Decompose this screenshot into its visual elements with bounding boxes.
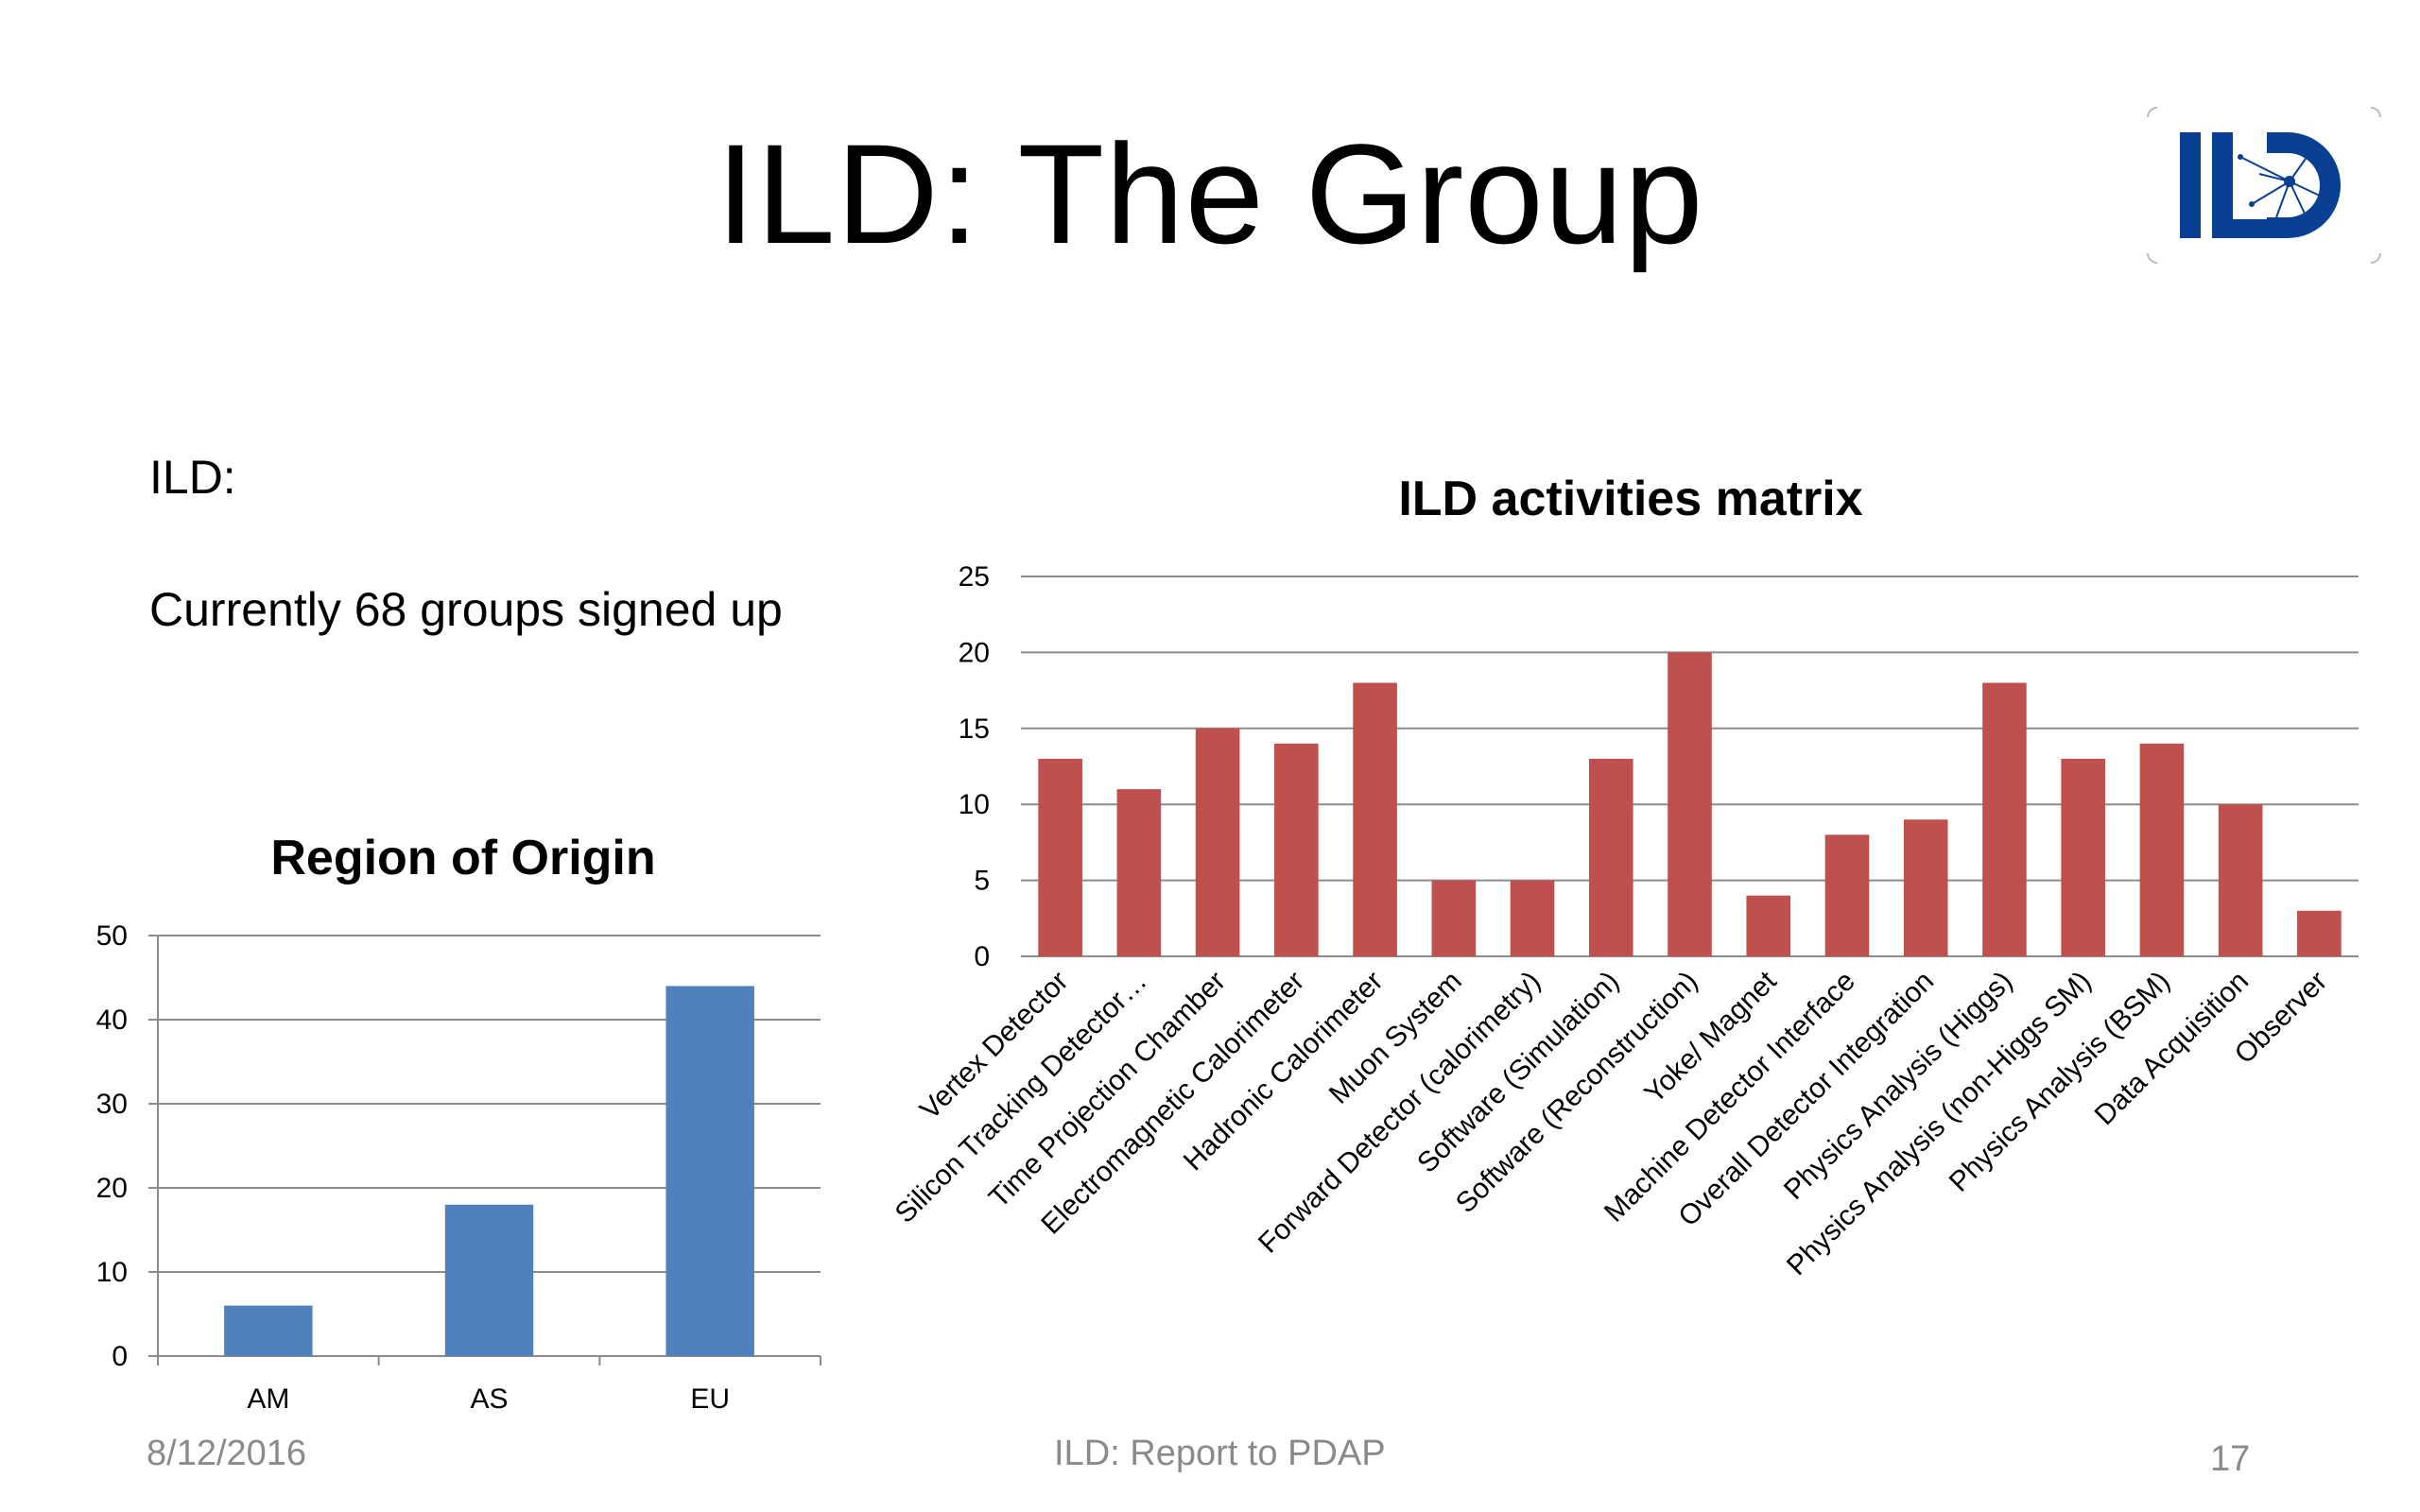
slide-title: ILD: The Group xyxy=(716,114,1704,273)
x-category-label: AM xyxy=(247,1383,289,1415)
y-tick-label: 20 xyxy=(959,637,990,668)
bar xyxy=(444,1204,534,1356)
chart-title: ILD activities matrix xyxy=(1398,472,1862,526)
chart-title: Region of Origin xyxy=(270,831,655,885)
footer-page-number: 17 xyxy=(2210,1439,2251,1479)
bullet-heading: ILD: xyxy=(149,451,236,504)
y-tick-label: 10 xyxy=(96,1257,128,1288)
bar xyxy=(1746,895,1791,956)
x-category-label: EU xyxy=(690,1383,730,1415)
y-tick-label: 0 xyxy=(112,1341,128,1372)
y-tick-label: 40 xyxy=(96,1005,128,1036)
bar xyxy=(1195,728,1240,956)
bar xyxy=(1038,758,1082,956)
footer-date: 8/12/2016 xyxy=(147,1434,307,1473)
bar xyxy=(1431,880,1477,956)
bar xyxy=(1116,789,1162,956)
y-tick-label: 0 xyxy=(974,941,990,972)
y-tick-label: 15 xyxy=(959,713,990,745)
y-tick-label: 25 xyxy=(959,561,990,593)
y-tick-label: 30 xyxy=(96,1089,128,1120)
bar xyxy=(1588,758,1634,956)
bullet-text: Currently 68 groups signed up xyxy=(149,583,783,636)
y-tick-label: 50 xyxy=(96,920,128,952)
x-category-label: Forward Detector (calorimetry) xyxy=(1253,966,1547,1260)
y-tick-label: 20 xyxy=(96,1173,128,1204)
bar xyxy=(1510,880,1555,956)
bar xyxy=(2297,910,2342,956)
bar xyxy=(1982,682,2027,956)
bar xyxy=(1668,652,1712,956)
bar xyxy=(1274,743,1319,956)
bar xyxy=(2218,804,2263,956)
bar xyxy=(1353,682,1397,956)
bar xyxy=(1824,834,1870,956)
bar xyxy=(1903,819,1948,956)
bar xyxy=(2139,743,2185,956)
footer-center: ILD: Report to PDAP xyxy=(1054,1434,1386,1473)
y-tick-label: 5 xyxy=(974,866,990,897)
y-tick-label: 10 xyxy=(959,789,990,820)
ild-logo-icon xyxy=(2147,107,2381,264)
bar xyxy=(2061,758,2105,956)
bar xyxy=(224,1305,313,1356)
bar xyxy=(666,986,754,1356)
x-category-label: AS xyxy=(470,1383,508,1415)
